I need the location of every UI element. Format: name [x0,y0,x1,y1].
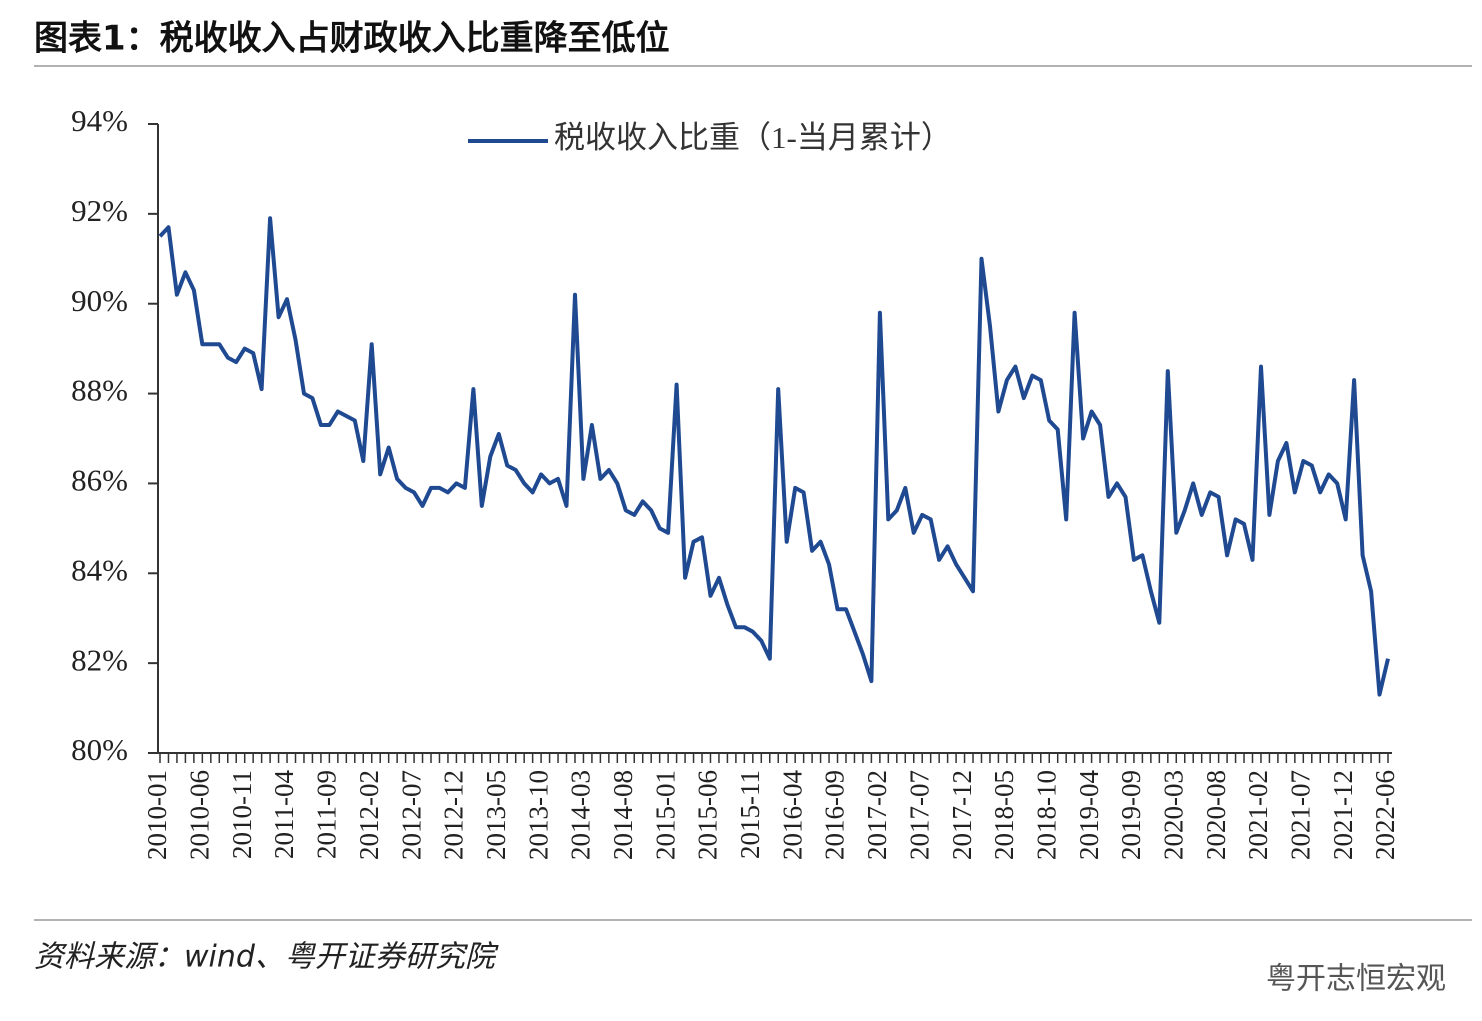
y-tick-label: 88% [71,373,128,408]
y-tick-label: 90% [71,283,128,318]
x-tick-label: 2014-08 [608,770,638,860]
x-tick-label: 2012-12 [439,770,469,860]
x-tick-label: 2012-02 [354,770,384,860]
x-tick-label: 2011-04 [269,770,299,859]
x-tick-label: 2017-12 [947,770,977,860]
chart-title: 图表1：税收收入占财政收入比重降至低位 [34,19,670,59]
x-tick-label: 2016-04 [777,770,807,860]
x-tick-label: 2017-02 [862,770,892,860]
y-tick-label: 82% [71,642,128,677]
x-tick-label: 2020-03 [1158,770,1188,860]
x-tick-label: 2010-01 [142,770,172,860]
x-tick-label: 2015-06 [693,770,723,860]
x-tick-label: 2017-07 [904,770,934,860]
x-tick-label: 2011-09 [312,770,342,859]
y-tick-label: 80% [71,732,128,767]
x-tick-label: 2015-01 [650,770,680,860]
line-series [158,216,1390,697]
x-tick-label: 2010-11 [227,770,257,859]
y-tick-label: 84% [71,552,128,587]
x-tick-label: 2021-07 [1286,770,1316,860]
watermark: 粤开志恒宏观 [1266,962,1446,997]
x-tick-label: 2021-12 [1328,770,1358,860]
x-tick-label: 2012-07 [396,770,426,860]
y-tick-label: 86% [71,463,128,498]
y-tick-label: 94% [71,103,128,138]
legend-label: 税收收入比重（1-当月累计） [554,120,952,155]
y-tick-label: 92% [71,193,128,228]
x-tick-label: 2018-05 [989,770,1019,860]
x-tick-label: 2013-05 [481,770,511,860]
x-tick-label: 2015-11 [735,770,765,859]
x-tick-label: 2021-02 [1243,770,1273,860]
x-tick-label: 2020-08 [1201,770,1231,860]
x-tick-label: 2019-04 [1074,770,1104,860]
source: 资料来源：wind、粤开证券研究院 [34,940,499,975]
x-tick-label: 2022-06 [1370,770,1400,860]
x-tick-label: 2019-09 [1116,770,1146,860]
x-tick-label: 2014-03 [566,770,596,860]
x-tick-label: 2016-09 [820,770,850,860]
x-tick-label: 2018-10 [1031,770,1061,860]
x-tick-label: 2013-10 [523,770,553,860]
x-tick-label: 2010-06 [185,770,215,860]
